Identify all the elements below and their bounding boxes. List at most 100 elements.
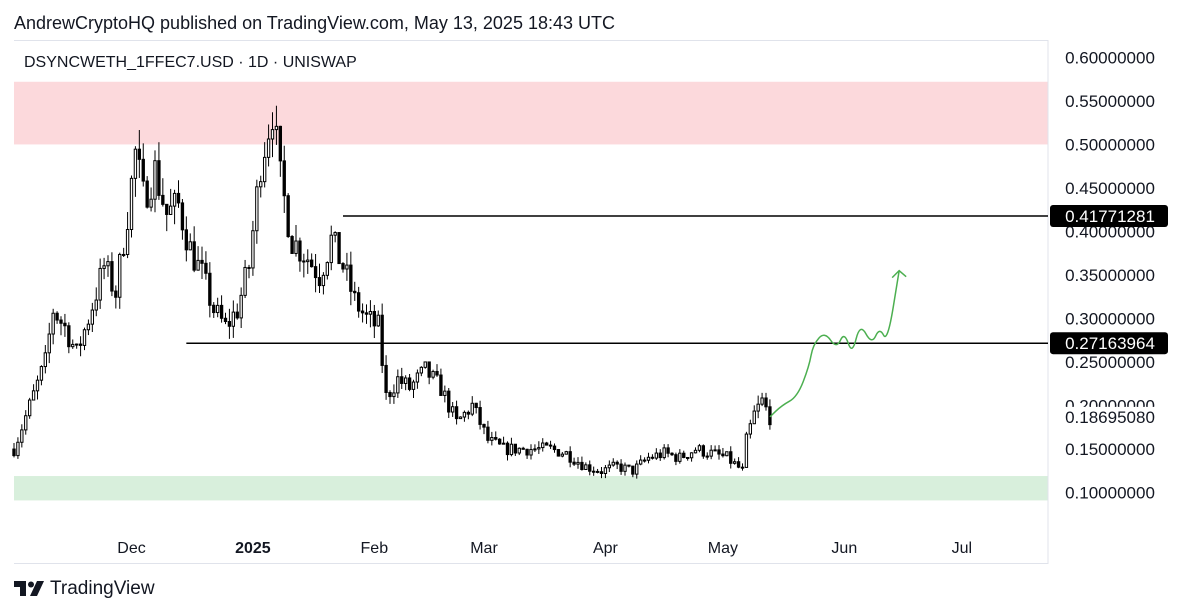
candle [760,392,764,407]
candle-body [638,459,643,465]
projection-path [769,269,907,418]
candle [200,246,204,280]
candle-body [227,321,232,327]
candle [63,313,67,337]
y-tick-label: 0.10000000 [1065,484,1155,503]
candle [584,462,588,471]
projection-arrowhead [891,269,907,279]
candle [59,316,63,336]
time-axis: Dec 2025 Feb Mar Apr May Jun Jul [117,540,972,557]
candle [693,447,698,454]
candle [325,261,330,280]
candle [262,142,267,188]
candle-body [662,447,666,459]
candle [529,444,533,460]
candle-body [721,453,725,457]
candle-body [63,322,67,327]
level-price-label: 0.41771281 [1065,207,1155,226]
candle [666,444,670,458]
candle-body [12,448,16,457]
candle-body [462,411,467,418]
candle-body [423,361,427,368]
candle-body [55,312,59,321]
candle-body [447,390,451,413]
candle [568,446,572,468]
candle [388,390,392,404]
candle-body [435,370,439,376]
candle [110,252,114,297]
x-tick-label: May [708,540,738,557]
candle-body [78,343,83,346]
candle [251,220,255,276]
candle [615,460,619,470]
candle [302,253,306,278]
candle-body [607,464,612,469]
candle-body [415,372,420,383]
candle-body [274,125,279,131]
candle-body [306,259,310,263]
candle-body [717,449,721,455]
y-tick-label: 0.35000000 [1065,266,1155,285]
candle [82,327,87,351]
candle [748,419,753,439]
candle-body [407,377,412,390]
candle [509,437,514,457]
candle-body [98,267,102,301]
candle [74,343,79,349]
candle-body [760,397,764,405]
candle [372,304,377,339]
candle-body [482,423,486,428]
candle [86,319,91,336]
candle [380,303,384,374]
candle-body [603,467,608,475]
candle [513,443,518,456]
candle-body [192,241,196,271]
candle-body [595,470,600,473]
candle [282,145,286,213]
candle-body [654,452,659,459]
candle-body [266,138,271,158]
candle [349,251,353,306]
candle-body [255,186,259,232]
current-price-label: 0.18695080 [1065,408,1155,427]
candle [239,287,243,329]
candle [548,440,553,449]
footer-brand[interactable]: TradingView [14,578,155,600]
candle-body [439,374,443,396]
candle-body [713,449,717,452]
candle [106,255,110,277]
candle-body [172,192,177,207]
candle [333,231,337,243]
candle [396,369,400,398]
candles [12,105,772,479]
candle-body [31,390,36,401]
candle [736,457,741,469]
price-tags: 0.41771281 0.27163964 0.18695080 [1050,205,1168,427]
candle [227,308,232,339]
candle-body [736,461,741,468]
candle [188,233,192,251]
candle-body [349,264,353,292]
candle-body [576,461,580,465]
y-tick-label: 0.30000000 [1065,310,1155,329]
candle-body [658,452,662,459]
candle [752,405,756,425]
candle [400,367,404,389]
candle-body [443,390,447,396]
candle-body [725,451,729,457]
candle-body [631,465,635,475]
candle-body [693,449,698,454]
candle [309,253,314,268]
candle-body [682,452,686,458]
y-tick-label: 0.50000000 [1065,135,1155,154]
candle [611,458,615,467]
candle-body [729,451,733,464]
candle [180,198,185,240]
candle [768,399,772,430]
candle-body [180,202,185,231]
candle-body [709,449,713,457]
chart-frame [14,40,1048,564]
candle-body [317,277,322,287]
candle-body [580,461,584,471]
